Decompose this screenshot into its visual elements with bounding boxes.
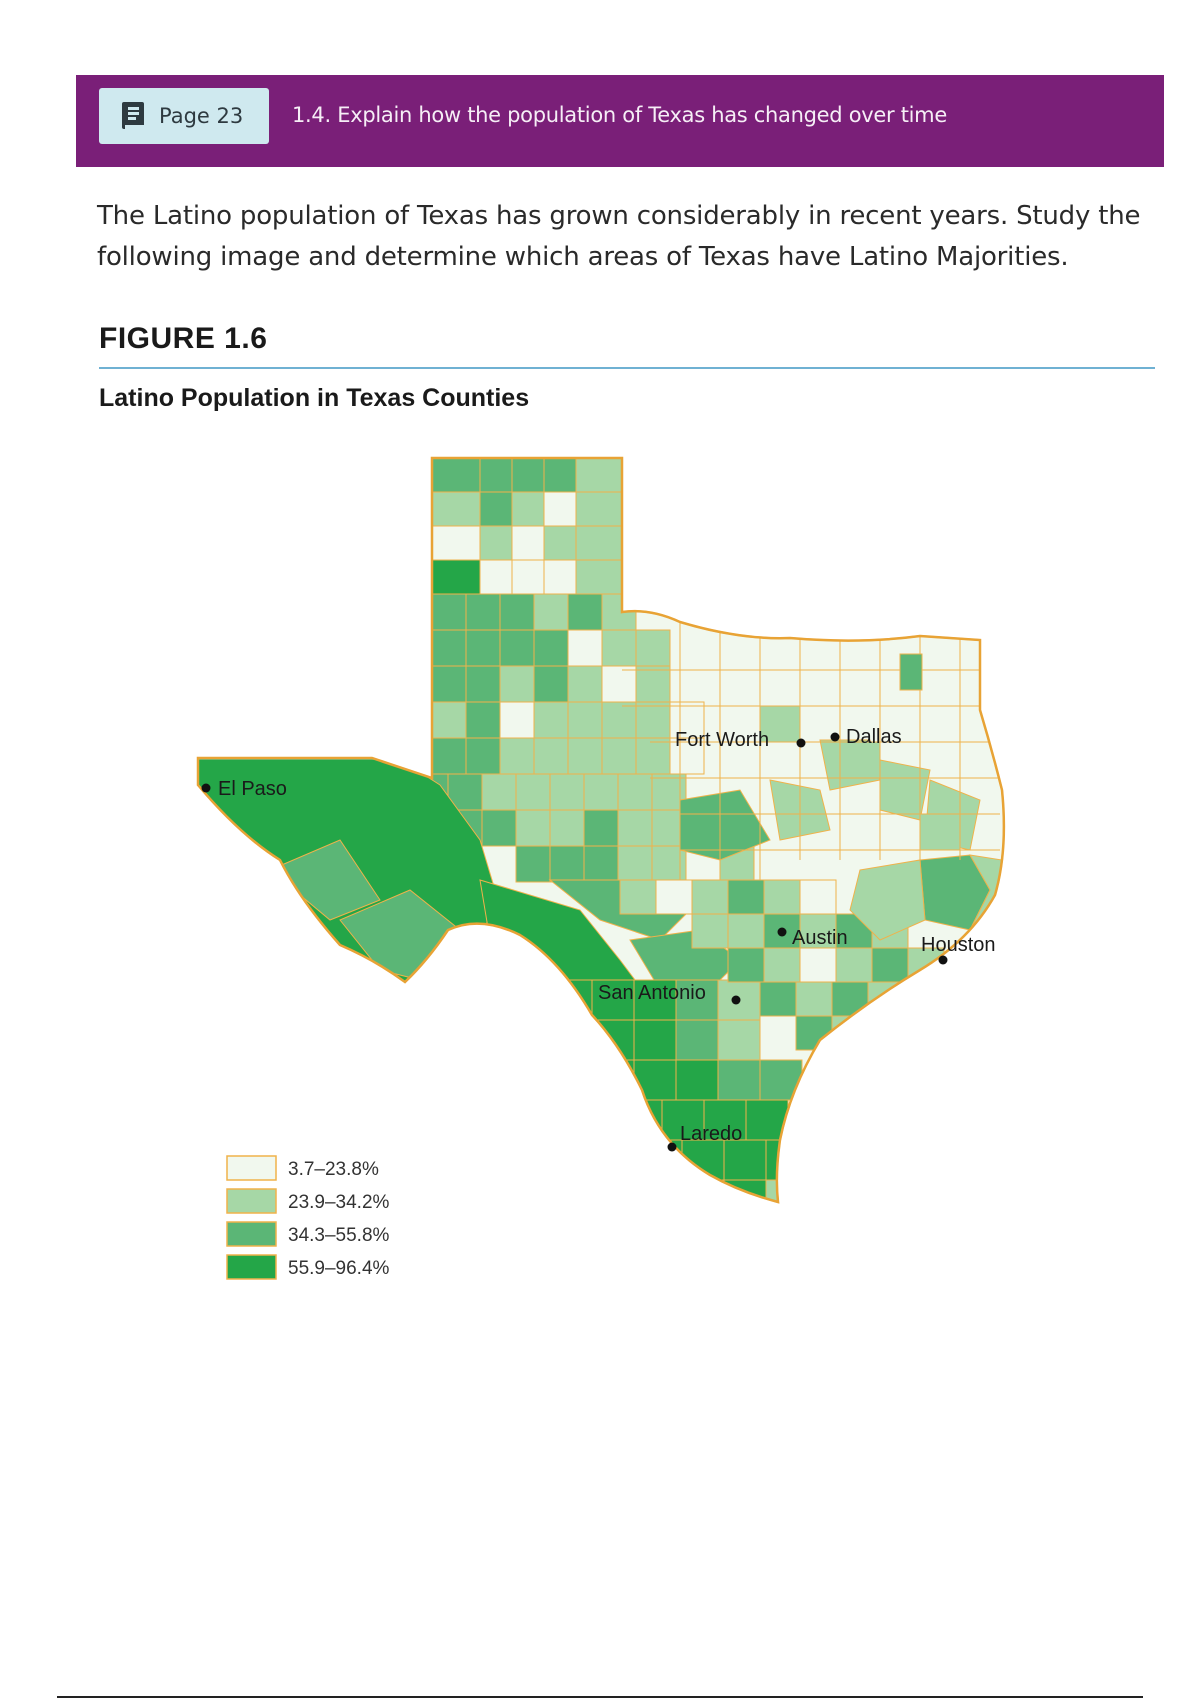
city-el-paso: El Paso xyxy=(201,778,287,800)
city-label-austin: Austin xyxy=(792,927,848,949)
map-legend: 3.7–23.8% 23.9–34.2% 34.3–55.8% 55.9–96.… xyxy=(226,1155,390,1280)
city-laredo: Laredo xyxy=(667,1123,742,1152)
city-label-san-antonio: San Antonio xyxy=(598,982,706,1004)
legend-item: 55.9–96.4% xyxy=(226,1254,390,1280)
texas-county-map: El Paso Fort Worth Dallas Austin Houston… xyxy=(196,456,1006,1280)
city-austin: Austin xyxy=(777,927,848,949)
city-fort-worth: Fort Worth xyxy=(675,729,806,751)
intro-paragraph: The Latino population of Texas has grown… xyxy=(97,201,1141,272)
legend-item: 34.3–55.8% xyxy=(226,1221,390,1247)
page-label: Page 23 xyxy=(159,104,244,128)
county-regions xyxy=(198,458,1003,1202)
city-label-fort-worth: Fort Worth xyxy=(675,729,769,751)
book-icon xyxy=(122,102,144,129)
legend-label: 34.3–55.8% xyxy=(288,1225,390,1246)
city-label-dallas: Dallas xyxy=(846,726,902,748)
city-san-antonio: San Antonio xyxy=(598,982,741,1005)
figure-label: FIGURE 1.6 xyxy=(99,322,268,355)
legend-label: 3.7–23.8% xyxy=(288,1159,379,1180)
city-label-laredo: Laredo xyxy=(680,1123,742,1145)
city-label-houston: Houston xyxy=(921,934,996,956)
bottom-divider xyxy=(57,1696,1143,1698)
legend-label: 23.9–34.2% xyxy=(288,1192,390,1213)
city-markers: El Paso Fort Worth Dallas Austin Houston… xyxy=(201,726,996,1152)
legend-item: 23.9–34.2% xyxy=(226,1188,390,1214)
figure-title: Latino Population in Texas Counties xyxy=(99,384,530,412)
figure-divider xyxy=(99,367,1155,369)
legend-item: 3.7–23.8% xyxy=(226,1155,379,1181)
header-banner: Page 23 1.4. Explain how the population … xyxy=(76,75,1164,167)
learning-objective: 1.4. Explain how the population of Texas… xyxy=(292,103,947,127)
city-houston: Houston xyxy=(921,934,996,965)
city-dallas: Dallas xyxy=(830,726,902,748)
city-label-el-paso: El Paso xyxy=(218,778,287,800)
legend-label: 55.9–96.4% xyxy=(288,1258,390,1279)
page-reference-button[interactable]: Page 23 xyxy=(99,88,269,144)
